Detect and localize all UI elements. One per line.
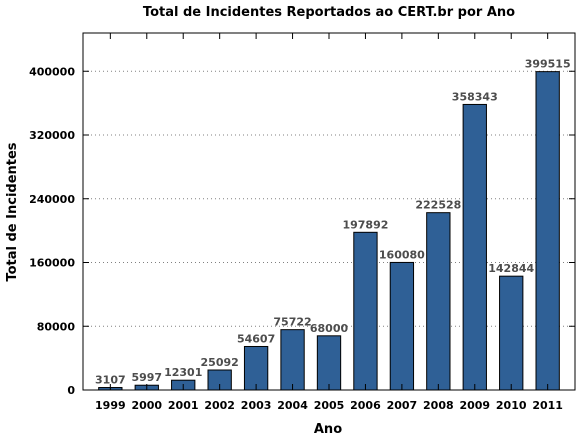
x-tick-label: 2002 <box>204 399 235 412</box>
data-label-2004: 75722 <box>273 316 311 329</box>
x-tick-label: 2004 <box>277 399 308 412</box>
bar-2005 <box>316 335 342 391</box>
data-label-2006: 197892 <box>342 218 388 231</box>
y-tick-label: 240000 <box>29 193 75 206</box>
bar-2009 <box>462 103 487 391</box>
y-axis-label: Total de Incidentes <box>5 142 20 281</box>
data-label-2005: 68000 <box>310 322 349 335</box>
x-tick-label: 2011 <box>532 399 563 412</box>
data-label-2011: 399515 <box>525 58 571 71</box>
data-label-1999: 3107 <box>95 374 126 387</box>
bar-2003 <box>243 345 269 391</box>
data-label-2009: 358343 <box>452 90 498 103</box>
x-axis-ticks: 1999 2000 2001 2002 2003 2004 2005 2006 2007 2008… <box>95 33 563 412</box>
y-tick-label: 160000 <box>29 257 75 270</box>
x-tick-label: 2007 <box>387 399 418 412</box>
data-label-2002: 25092 <box>201 356 239 369</box>
y-tick-label: 320000 <box>29 129 75 142</box>
x-tick-label: 2009 <box>459 399 490 412</box>
y-tick-label: 80000 <box>37 320 76 333</box>
data-label-2007: 160080 <box>379 248 425 261</box>
y-tick-label: 0 <box>67 384 75 397</box>
bar-2006 <box>353 231 378 391</box>
bar-2010 <box>499 275 524 391</box>
y-axis-ticks: 0 80000 160000 240000 320000 400000 <box>29 65 575 397</box>
x-tick-label: 2010 <box>496 399 527 412</box>
bar-2004 <box>280 329 305 391</box>
x-tick-label: 2003 <box>241 399 272 412</box>
bars <box>98 71 560 391</box>
x-tick-label: 1999 <box>95 399 126 412</box>
bar-2011 <box>535 71 560 391</box>
x-axis-label: Ano <box>314 422 342 437</box>
chart-title: Total de Incidentes Reportados ao CERT.b… <box>143 5 515 20</box>
x-tick-label: 2008 <box>423 399 454 412</box>
data-label-2003: 54607 <box>237 332 275 345</box>
x-tick-label: 2006 <box>350 399 381 412</box>
y-tick-label: 400000 <box>29 65 75 78</box>
data-label-2010: 142844 <box>488 262 534 275</box>
data-label-2000: 5997 <box>131 371 162 384</box>
bar-2007 <box>389 261 415 391</box>
x-tick-label: 2001 <box>168 399 199 412</box>
x-tick-label: 2005 <box>314 399 345 412</box>
data-label-2008: 222528 <box>415 199 461 212</box>
x-tick-label: 2000 <box>131 399 162 412</box>
bar-2008 <box>426 212 451 391</box>
data-label-2001: 12301 <box>164 366 202 379</box>
